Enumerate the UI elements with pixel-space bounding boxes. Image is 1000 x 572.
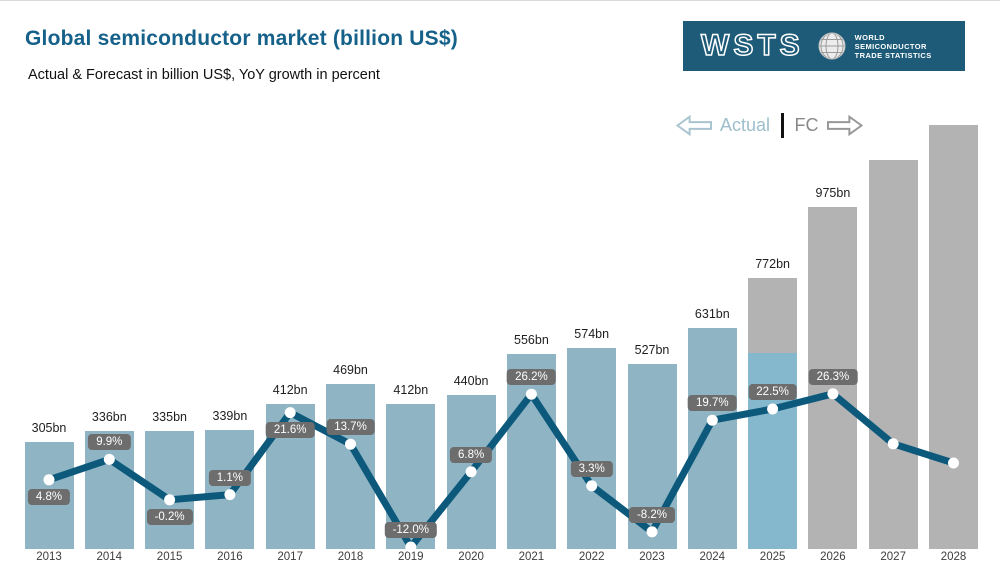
bar-value-label-2015: 335bn	[152, 410, 187, 424]
x-axis-label-2025: 2025	[759, 551, 786, 563]
x-axis-label-2016: 2016	[217, 551, 243, 563]
growth-badge-2022: 3.3%	[570, 460, 613, 477]
wsts-wordmark: WSTS	[700, 29, 804, 62]
x-axis-label-2019: 2019	[398, 551, 424, 563]
x-axis-label-2020: 2020	[458, 551, 484, 563]
x-axis-label-2026: 2026	[820, 551, 846, 563]
bar-value-label-2016: 339bn	[212, 409, 248, 423]
bar-2025	[748, 278, 798, 549]
bar-value-label-2025: 772bn	[755, 257, 790, 271]
logo-caption-line3: TRADE STATISTICS	[854, 50, 932, 60]
x-axis-label-2027: 2027	[880, 551, 906, 563]
growth-badge-2025: 22.5%	[748, 384, 797, 400]
page-title: Global semiconductor market (billion US$…	[25, 27, 458, 50]
bar-2018	[326, 384, 375, 549]
bar-value-label-2026: 975bn	[815, 186, 851, 200]
growth-badge-2023: -8.2%	[628, 506, 676, 523]
growth-badge-2014: 9.9%	[88, 434, 131, 451]
bar-2020	[446, 395, 496, 549]
legend-fc-label: FC	[794, 114, 819, 135]
growth-badge-2021: 26.2%	[507, 369, 556, 386]
growth-badge-2018: 13.7%	[326, 419, 375, 436]
bar-actual-portion-2025	[748, 353, 798, 549]
growth-badge-2013: 4.8%	[27, 488, 71, 505]
bar-2022	[567, 348, 617, 549]
legend: Actual FC	[676, 111, 863, 139]
bar-2015	[145, 431, 195, 549]
bar-2027	[868, 160, 918, 549]
legend-divider	[781, 112, 784, 138]
bar-value-label-2022: 574bn	[574, 327, 610, 341]
x-axis-label-2018: 2018	[337, 551, 364, 563]
growth-badge-2016: 1.1%	[208, 469, 251, 486]
bar-value-label-2024: 631bn	[694, 307, 730, 321]
growth-badge-2019: -12.0%	[384, 522, 438, 538]
x-axis-label-2024: 2024	[699, 551, 726, 563]
logo-caption-line1: WORLD	[854, 32, 885, 42]
x-axis-label-2028: 2028	[940, 551, 967, 563]
legend-actual-label: Actual	[720, 114, 771, 135]
bar-2028	[929, 125, 978, 549]
logo-caption-line2: SEMICONDUCTOR	[854, 41, 927, 51]
x-axis-label-2015: 2015	[156, 551, 183, 563]
growth-badge-2024: 19.7%	[687, 395, 737, 412]
bar-value-label-2017: 412bn	[272, 383, 308, 397]
growth-badge-2020: 6.8%	[449, 446, 493, 463]
right-arrow-icon	[826, 114, 863, 136]
x-axis-label-2023: 2023	[639, 551, 665, 563]
globe-icon	[818, 32, 846, 60]
x-axis-label-2014: 2014	[96, 551, 123, 563]
bar-2016	[205, 430, 255, 549]
bar-value-label-2018: 469bn	[333, 363, 368, 377]
x-axis-label-2022: 2022	[578, 551, 605, 563]
bar-value-label-2014: 336bn	[91, 410, 127, 424]
page-subtitle: Actual & Forecast in billion US$, YoY gr…	[28, 67, 380, 83]
bar-value-label-2023: 527bn	[634, 343, 670, 357]
growth-badge-2015: -0.2%	[146, 508, 193, 525]
bar-2024	[687, 328, 737, 549]
x-axis-label-2013: 2013	[36, 551, 62, 563]
left-arrow-icon	[676, 114, 712, 136]
bar-value-label-2020: 440bn	[453, 374, 489, 388]
x-axis-label-2017: 2017	[277, 551, 303, 563]
logo-caption: WORLD SEMICONDUCTOR TRADE STATISTICS	[855, 33, 932, 60]
growth-badge-2017: 21.6%	[265, 421, 315, 438]
bar-value-label-2013: 305bn	[31, 421, 67, 435]
wsts-logo: WSTS WORLD SEMICONDUCTOR TRADE STATISTIC…	[683, 21, 965, 71]
growth-badge-2026: 26.3%	[808, 368, 858, 385]
bar-value-label-2021: 556bn	[514, 333, 549, 347]
x-axis-label-2021: 2021	[518, 551, 545, 563]
bar-value-label-2019: 412bn	[393, 383, 429, 397]
